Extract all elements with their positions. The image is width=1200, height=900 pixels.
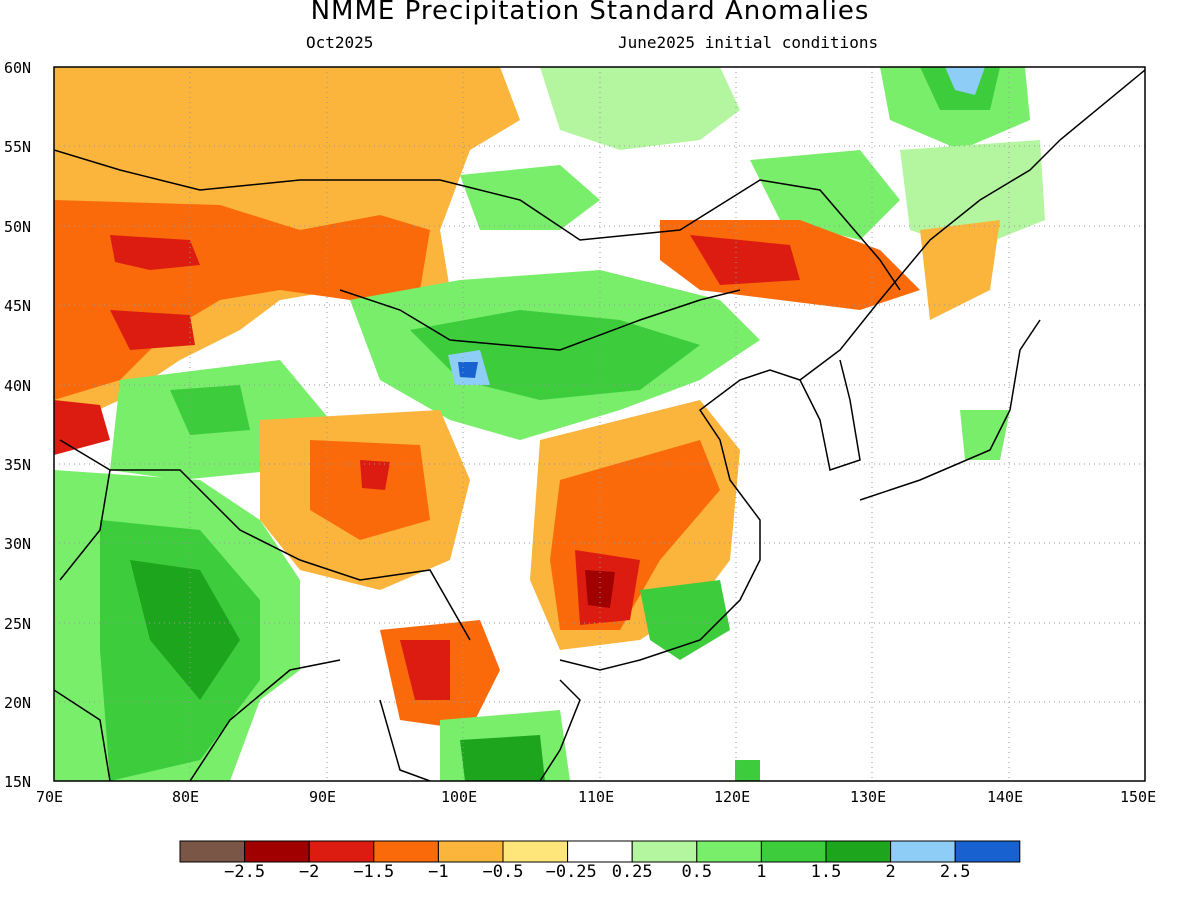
colorbar-tick-label: 1	[756, 862, 767, 882]
lat-label-20n: 20N	[4, 694, 32, 712]
colorbar-swatch	[244, 840, 310, 863]
wet-core-indochina	[460, 735, 545, 781]
colorbar-tick-label: −2	[298, 862, 320, 882]
colorbar-tick-label: −2.5	[224, 862, 266, 882]
wet-peak-far-northeast	[945, 67, 985, 95]
border-himalaya	[110, 469, 471, 641]
lon-label-90e: 90E	[309, 788, 337, 806]
map-frame	[53, 66, 1146, 782]
lat-label-25n: 25N	[4, 615, 32, 633]
lon-label-100e: 100E	[441, 788, 478, 806]
colorbar-tick-label: 2.5	[939, 862, 971, 882]
border-china-mongolia	[339, 289, 741, 351]
border-india-west	[59, 439, 111, 581]
initial-conditions-label: June2025 initial conditions	[618, 33, 879, 52]
colorbar-tick-label: 1.5	[810, 862, 842, 882]
coastline-indochina	[379, 679, 581, 781]
colorbar-swatch	[890, 840, 956, 863]
colorbar	[179, 840, 1021, 863]
lon-label-120e: 120E	[714, 788, 751, 806]
wet-region-baikal	[460, 165, 600, 230]
dry-region-east-siberia	[920, 220, 1000, 320]
lon-label-80e: 80E	[172, 788, 200, 806]
lon-label-70e: 70E	[36, 788, 64, 806]
wet-peak-india	[130, 560, 240, 700]
colorbar-swatch	[308, 840, 375, 863]
lat-label-55n: 55N	[4, 138, 32, 156]
border-china-russia-north	[439, 179, 901, 291]
lat-label-40n: 40N	[4, 377, 32, 395]
map-title: NMME Precipitation Standard Anomalies	[310, 0, 870, 26]
coastline-china-east	[559, 299, 881, 671]
colorbar-tick-label: 0.25	[611, 862, 653, 882]
colorbar-tick-label: −0.5	[482, 862, 524, 882]
wet-region-philippines	[735, 760, 760, 781]
colorbar-tick-label: −0.25	[545, 862, 597, 882]
wet-region-southeast-china	[640, 580, 730, 660]
wet-peak-mongolia-center	[458, 362, 478, 378]
dry-peak-tibet	[360, 460, 390, 490]
colorbar-swatch	[179, 840, 246, 863]
colorbar-tick-label: −1	[428, 862, 449, 882]
colorbar-tick-label: 2	[885, 862, 896, 882]
colorbar-tick-label: −1.5	[353, 862, 395, 882]
lon-label-110e: 110E	[578, 788, 615, 806]
coastline-russia-east	[879, 69, 1145, 301]
dry-core-balkhash	[110, 310, 195, 350]
dry-extreme-south-china	[585, 570, 615, 608]
dry-core-southwest	[54, 400, 110, 455]
lat-label-30n: 30N	[4, 535, 32, 553]
coastline-india	[54, 659, 341, 781]
colorbar-swatch	[567, 840, 633, 863]
colorbar-tick-label: 0.5	[681, 862, 713, 882]
valid-month-label: Oct2025	[306, 33, 374, 52]
colorbar-swatch	[954, 840, 1021, 863]
lat-label-35n: 35N	[4, 456, 32, 474]
colorbar-swatch	[825, 840, 892, 863]
lat-label-45n: 45N	[4, 297, 32, 315]
colorbar-swatch	[373, 840, 439, 863]
colorbar-swatch	[631, 840, 698, 863]
colorbar-swatch	[502, 840, 569, 863]
coastline-korea	[799, 359, 861, 471]
dry-core-manchuria	[690, 235, 800, 285]
wet-region-japan	[960, 410, 1010, 460]
lat-label-50n: 50N	[4, 218, 32, 236]
coastlines	[54, 69, 1145, 781]
lon-label-150e: 150E	[1120, 788, 1157, 806]
colorbar-swatch	[696, 840, 762, 863]
border-kazakhstan	[54, 149, 440, 191]
dry-core-myanmar	[400, 640, 450, 700]
lon-label-140e: 140E	[987, 788, 1024, 806]
lon-label-130e: 130E	[850, 788, 887, 806]
coastline-japan	[859, 319, 1041, 501]
anomaly-field	[54, 67, 1145, 781]
colorbar-swatch	[437, 840, 504, 863]
colorbar-swatch	[760, 840, 827, 863]
dry-core-tibet	[310, 440, 430, 540]
dry-core-kazakh	[110, 235, 200, 270]
lat-label-15n: 15N	[4, 773, 32, 791]
lat-label-60n: 60N	[4, 59, 32, 77]
wet-region-north-top	[540, 67, 740, 150]
